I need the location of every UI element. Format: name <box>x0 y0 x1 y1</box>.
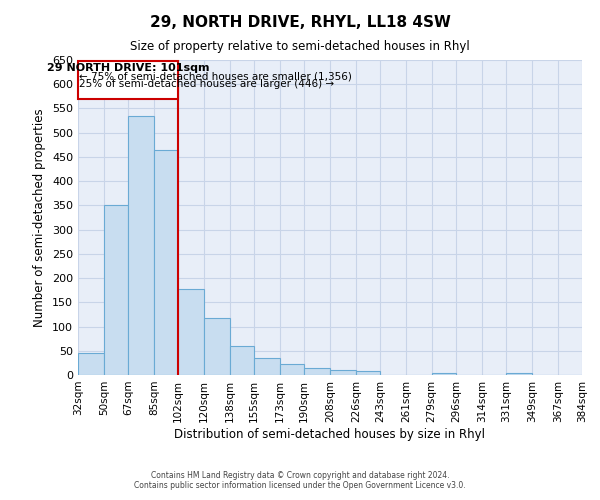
Bar <box>431 372 456 375</box>
Bar <box>178 288 204 375</box>
Bar <box>104 206 128 375</box>
Bar <box>230 346 254 375</box>
Text: Size of property relative to semi-detached houses in Rhyl: Size of property relative to semi-detach… <box>130 40 470 53</box>
Bar <box>78 61 178 99</box>
Bar <box>330 370 356 375</box>
Bar <box>254 358 280 375</box>
Text: Contains HM Land Registry data © Crown copyright and database right 2024.
Contai: Contains HM Land Registry data © Crown c… <box>134 470 466 490</box>
X-axis label: Distribution of semi-detached houses by size in Rhyl: Distribution of semi-detached houses by … <box>175 428 485 440</box>
Bar <box>204 318 230 375</box>
Text: ← 75% of semi-detached houses are smaller (1,356): ← 75% of semi-detached houses are smalle… <box>79 71 352 81</box>
Bar <box>280 364 304 375</box>
Bar <box>304 368 330 375</box>
Text: 29, NORTH DRIVE, RHYL, LL18 4SW: 29, NORTH DRIVE, RHYL, LL18 4SW <box>149 15 451 30</box>
Bar <box>506 372 532 375</box>
Bar <box>154 150 178 375</box>
Text: 25% of semi-detached houses are larger (446) →: 25% of semi-detached houses are larger (… <box>79 79 335 89</box>
Y-axis label: Number of semi-detached properties: Number of semi-detached properties <box>34 108 46 327</box>
Text: 29 NORTH DRIVE: 101sqm: 29 NORTH DRIVE: 101sqm <box>47 63 209 73</box>
Bar <box>78 353 104 375</box>
Bar <box>128 116 154 375</box>
Bar <box>356 371 380 375</box>
